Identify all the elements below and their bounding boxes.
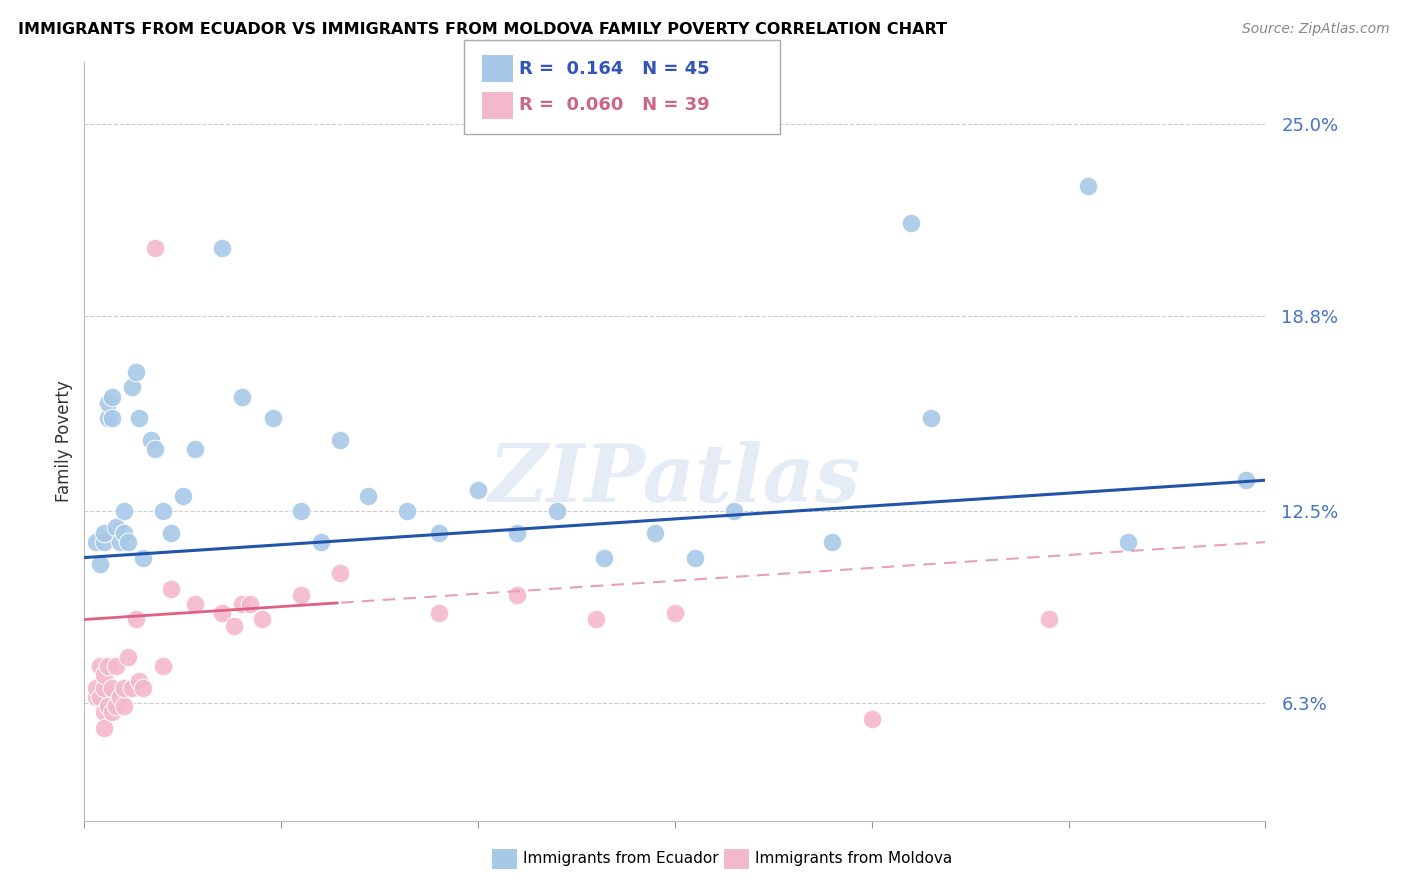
Text: Immigrants from Moldova: Immigrants from Moldova bbox=[755, 851, 952, 865]
Point bbox=[101, 411, 124, 425]
Point bbox=[239, 597, 262, 611]
Point bbox=[84, 535, 107, 549]
Point bbox=[329, 433, 352, 447]
Point bbox=[644, 525, 666, 540]
Point bbox=[900, 216, 922, 230]
Point bbox=[593, 550, 616, 565]
Point bbox=[93, 668, 115, 682]
Point bbox=[128, 411, 150, 425]
Text: R =  0.164   N = 45: R = 0.164 N = 45 bbox=[519, 60, 710, 78]
Point bbox=[467, 483, 489, 497]
Point bbox=[290, 504, 312, 518]
Point bbox=[104, 519, 127, 533]
Point bbox=[821, 535, 844, 549]
Point bbox=[664, 607, 686, 621]
Point bbox=[84, 681, 107, 695]
Point bbox=[231, 597, 253, 611]
Point bbox=[172, 489, 194, 503]
Point bbox=[141, 433, 163, 447]
Point bbox=[585, 612, 607, 626]
Point bbox=[329, 566, 352, 580]
Point bbox=[121, 380, 143, 394]
Point bbox=[920, 411, 942, 425]
Point bbox=[112, 504, 135, 518]
Point bbox=[112, 699, 135, 714]
Point bbox=[84, 690, 107, 704]
Point bbox=[183, 597, 205, 611]
Point bbox=[108, 690, 131, 704]
Point bbox=[112, 525, 135, 540]
Point bbox=[93, 525, 115, 540]
Point bbox=[101, 681, 124, 695]
Point bbox=[124, 365, 146, 379]
Text: Source: ZipAtlas.com: Source: ZipAtlas.com bbox=[1241, 22, 1389, 37]
Point bbox=[160, 525, 183, 540]
Point bbox=[93, 721, 115, 735]
Point bbox=[396, 504, 419, 518]
Point bbox=[89, 690, 111, 704]
Point bbox=[97, 659, 120, 673]
Point bbox=[121, 681, 143, 695]
Point bbox=[117, 649, 139, 664]
Point bbox=[89, 659, 111, 673]
Point bbox=[309, 535, 332, 549]
Point bbox=[222, 618, 245, 632]
Point bbox=[1234, 473, 1257, 487]
Point bbox=[128, 674, 150, 689]
Point bbox=[93, 535, 115, 549]
Point bbox=[1038, 612, 1060, 626]
Point bbox=[723, 504, 745, 518]
Point bbox=[683, 550, 706, 565]
Point bbox=[427, 607, 450, 621]
Point bbox=[290, 588, 312, 602]
Text: ZIPatlas: ZIPatlas bbox=[489, 441, 860, 518]
Point bbox=[357, 489, 380, 503]
Point bbox=[97, 411, 120, 425]
Point bbox=[97, 396, 120, 410]
Point bbox=[117, 535, 139, 549]
Point bbox=[108, 535, 131, 549]
Point bbox=[132, 681, 155, 695]
Point bbox=[104, 659, 127, 673]
Point bbox=[183, 442, 205, 457]
Point bbox=[860, 712, 883, 726]
Point bbox=[546, 504, 568, 518]
Point bbox=[152, 659, 174, 673]
Point bbox=[250, 612, 273, 626]
Point bbox=[93, 706, 115, 720]
Point bbox=[112, 681, 135, 695]
Point bbox=[124, 612, 146, 626]
Point bbox=[143, 241, 166, 255]
Point bbox=[211, 607, 233, 621]
Point bbox=[101, 390, 124, 404]
Point bbox=[89, 557, 111, 571]
Point bbox=[132, 550, 155, 565]
Point bbox=[152, 504, 174, 518]
Y-axis label: Family Poverty: Family Poverty bbox=[55, 381, 73, 502]
Text: Immigrants from Ecuador: Immigrants from Ecuador bbox=[523, 851, 718, 865]
Point bbox=[231, 390, 253, 404]
Point bbox=[427, 525, 450, 540]
Point bbox=[211, 241, 233, 255]
Text: IMMIGRANTS FROM ECUADOR VS IMMIGRANTS FROM MOLDOVA FAMILY POVERTY CORRELATION CH: IMMIGRANTS FROM ECUADOR VS IMMIGRANTS FR… bbox=[18, 22, 948, 37]
Point bbox=[506, 588, 529, 602]
Point bbox=[101, 706, 124, 720]
Point bbox=[93, 681, 115, 695]
Point bbox=[97, 699, 120, 714]
Point bbox=[104, 699, 127, 714]
Point bbox=[1116, 535, 1139, 549]
Text: R =  0.060   N = 39: R = 0.060 N = 39 bbox=[519, 96, 710, 114]
Point bbox=[143, 442, 166, 457]
Point bbox=[1077, 179, 1099, 194]
Point bbox=[160, 582, 183, 596]
Point bbox=[262, 411, 284, 425]
Point bbox=[506, 525, 529, 540]
